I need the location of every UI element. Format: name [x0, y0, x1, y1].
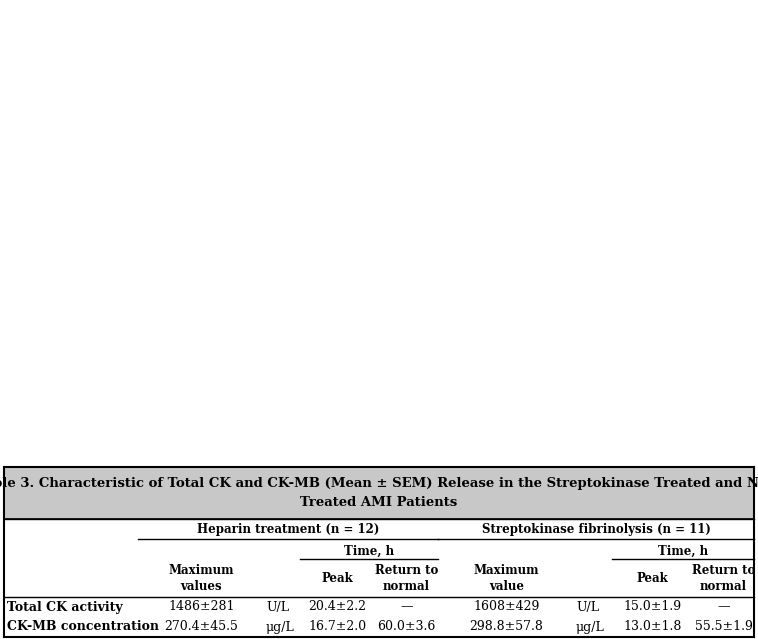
- Bar: [4, 617, 754, 637]
- Bar: [4, 467, 754, 519]
- Text: 13.0±1.8: 13.0±1.8: [623, 620, 681, 633]
- Text: 270.4±45.5: 270.4±45.5: [164, 620, 239, 633]
- Text: —: —: [400, 601, 413, 613]
- Text: 16.7±2.0: 16.7±2.0: [309, 620, 367, 633]
- Text: 60.0±3.6: 60.0±3.6: [377, 620, 436, 633]
- Text: Return to
normal: Return to normal: [692, 564, 755, 594]
- Text: Table 3. Characteristic of Total CK and CK-MB (Mean ± SEM) Release in the Strept: Table 3. Characteristic of Total CK and …: [0, 477, 758, 509]
- Text: Peak: Peak: [321, 573, 353, 585]
- Bar: [4, 597, 754, 617]
- Text: 55.5±1.9: 55.5±1.9: [694, 620, 753, 633]
- Bar: [4, 561, 754, 597]
- Text: Time, h: Time, h: [658, 544, 708, 557]
- Text: Heparin treatment (n = 12): Heparin treatment (n = 12): [197, 523, 379, 537]
- Text: Maximum
values: Maximum values: [169, 564, 234, 594]
- Text: —: —: [717, 601, 730, 613]
- Text: U/L: U/L: [266, 601, 289, 613]
- Text: U/L: U/L: [576, 601, 599, 613]
- Text: μg/L: μg/L: [576, 620, 605, 633]
- Text: μg/L: μg/L: [266, 620, 295, 633]
- Bar: [4, 519, 754, 541]
- Text: 1486±281: 1486±281: [168, 601, 235, 613]
- Text: Total CK activity: Total CK activity: [7, 601, 123, 613]
- Text: 298.8±57.8: 298.8±57.8: [469, 620, 543, 633]
- Text: 1608±429: 1608±429: [473, 601, 540, 613]
- Text: 20.4±2.2: 20.4±2.2: [309, 601, 367, 613]
- Text: CK-MB concentration: CK-MB concentration: [7, 620, 159, 633]
- Text: Peak: Peak: [637, 573, 669, 585]
- Text: Streptokinase fibrinolysis (n = 11): Streptokinase fibrinolysis (n = 11): [481, 523, 710, 537]
- Text: Return to
normal: Return to normal: [374, 564, 438, 594]
- Bar: [4, 541, 754, 561]
- Text: 15.0±1.9: 15.0±1.9: [623, 601, 681, 613]
- Text: Maximum
value: Maximum value: [474, 564, 539, 594]
- Text: Time, h: Time, h: [344, 544, 394, 557]
